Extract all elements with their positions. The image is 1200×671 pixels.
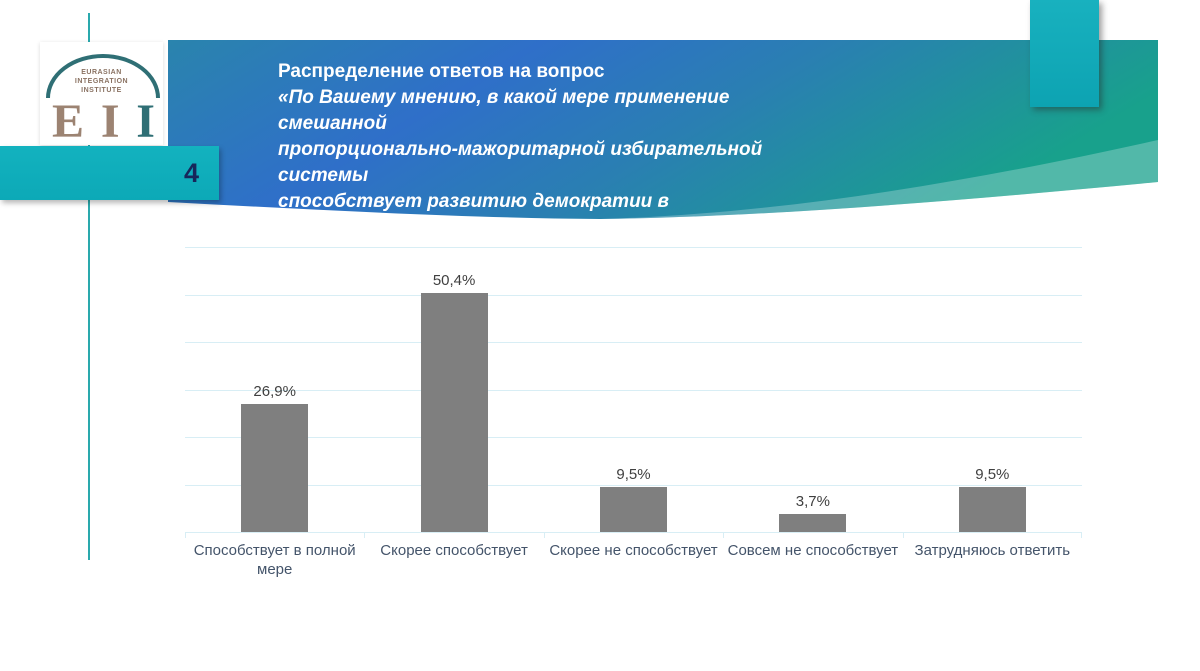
corner-rectangle [1030,0,1099,107]
gridline [185,247,1082,248]
gridline [185,484,1082,486]
header-banner: Распределение ответов на вопрос «По Ваше… [168,40,1158,238]
logo-letters: E I I [52,95,155,148]
category-label-4: Затрудняюсь ответить [914,542,1071,559]
plot-area: 26,9% 50,4% 9,5% 3,7% 9,5% [185,247,1082,533]
header-banner-shape [168,40,1158,219]
value-label-4: 9,5% [975,465,1010,483]
logo: EURASIAN INTEGRATION INSTITUTE E I I [40,42,163,148]
bar-1 [420,292,488,532]
category-label-1: Скорее способствует [380,542,528,559]
axis-tick [1081,532,1082,538]
logo-arc-icon [46,54,160,99]
axis-tick [723,532,725,538]
axis-tick [902,532,904,538]
logo-text-line: INSTITUTE [81,87,122,94]
axis-tick [364,532,366,538]
gridline [185,389,1082,391]
bar-2 [600,486,667,532]
page-number-badge: 4 [0,146,219,200]
logo-letter-i2: I [136,95,155,148]
gridline [185,437,1082,438]
header-question-line: пропорционально-мажоритарной избирательн… [278,139,763,186]
bar-4 [958,486,1026,532]
logo-text-line: EURASIAN [81,69,122,76]
gridline [185,294,1082,296]
axis-tick [185,532,186,538]
header-text: Распределение ответов на вопрос «По Ваше… [278,59,783,241]
bar-0 [241,404,309,532]
category-label-2: Скорее не способствует [549,542,718,559]
value-label-3: 3,7% [795,493,830,511]
value-label-0: 26,9% [253,383,296,401]
gridline [185,342,1082,343]
logo-letter-e: E [52,95,85,148]
value-label-1: 50,4% [432,271,476,289]
axis-tick [543,532,545,538]
gridline [185,532,1082,533]
header-title: Распределение ответов на вопрос [278,61,605,82]
page-number: 4 [183,157,199,188]
logo-text-line: INTEGRATION [74,78,129,85]
header-question-line: способствует развитию демократии в Казах… [278,191,670,238]
logo-institute-name: EURASIAN INTEGRATION INSTITUTE [40,68,163,95]
header-question-line: «По Вашему мнению, в какой мере применен… [278,87,730,134]
category-label-3: Совсем не способствует [727,542,899,559]
vertical-accent-line [88,13,90,560]
value-label-2: 9,5% [616,465,651,483]
bar-3 [779,514,847,532]
category-label-0: Способствует в полной мере [193,542,356,578]
logo-letter-i1: I [100,95,120,148]
bar-chart: 26,9% 50,4% 9,5% 3,7% 9,5% Способствует в по… [185,247,1082,592]
